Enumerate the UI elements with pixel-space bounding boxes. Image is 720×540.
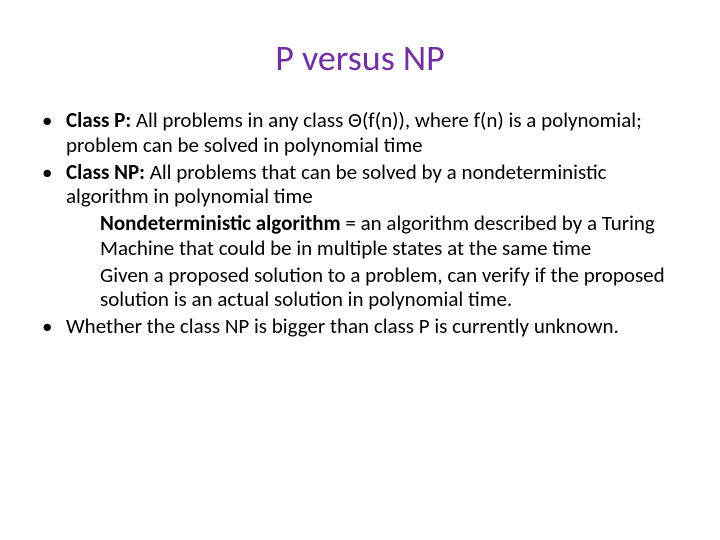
bullet-item-2: • Class NP: All problems that can be sol… bbox=[40, 160, 680, 210]
slide: P versus NP • Class P: All problems in a… bbox=[0, 0, 720, 540]
slide-title: P versus NP bbox=[40, 36, 680, 80]
label-class-np: Class NP: bbox=[66, 159, 145, 185]
label-nondeterministic: Nondeterministic algorithm bbox=[100, 210, 341, 236]
bullet-text: Whether the class NP is bigger than clas… bbox=[66, 314, 680, 339]
text: Given a proposed solution to a problem, … bbox=[100, 262, 665, 313]
text: Whether the class NP is bigger than clas… bbox=[66, 313, 619, 339]
theta-symbol: Θ bbox=[348, 107, 362, 133]
bullet-mark: • bbox=[40, 160, 66, 210]
sub-item-2: Given a proposed solution to a problem, … bbox=[100, 263, 680, 313]
bullet-item-3: • Whether the class NP is bigger than cl… bbox=[40, 314, 680, 339]
bullet-mark: • bbox=[40, 314, 66, 339]
bullet-text: Class NP: All problems that can be solve… bbox=[66, 160, 680, 210]
sub-item-1: Nondeterministic algorithm = an algorith… bbox=[100, 211, 680, 261]
slide-body: • Class P: All problems in any class Θ(f… bbox=[40, 108, 680, 339]
text: All problems in any class bbox=[131, 107, 348, 133]
label-class-p: Class P: bbox=[66, 107, 131, 133]
bullet-text: Class P: All problems in any class Θ(f(n… bbox=[66, 108, 680, 158]
bullet-mark: • bbox=[40, 108, 66, 158]
bullet-item-1: • Class P: All problems in any class Θ(f… bbox=[40, 108, 680, 158]
text: All problems that can be solved by a non… bbox=[66, 159, 607, 210]
